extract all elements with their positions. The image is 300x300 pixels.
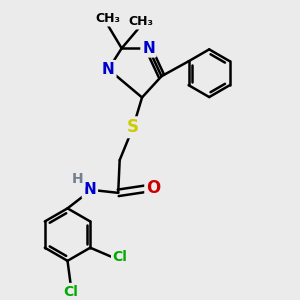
Text: O: O	[146, 179, 160, 197]
Text: N: N	[83, 182, 96, 197]
Text: N: N	[142, 41, 155, 56]
Text: N: N	[102, 62, 115, 77]
Text: CH₃: CH₃	[129, 15, 154, 28]
Text: H: H	[72, 172, 84, 186]
Text: S: S	[127, 118, 139, 136]
Text: CH₃: CH₃	[96, 12, 121, 25]
Text: Cl: Cl	[63, 284, 78, 298]
Text: Cl: Cl	[112, 250, 128, 264]
